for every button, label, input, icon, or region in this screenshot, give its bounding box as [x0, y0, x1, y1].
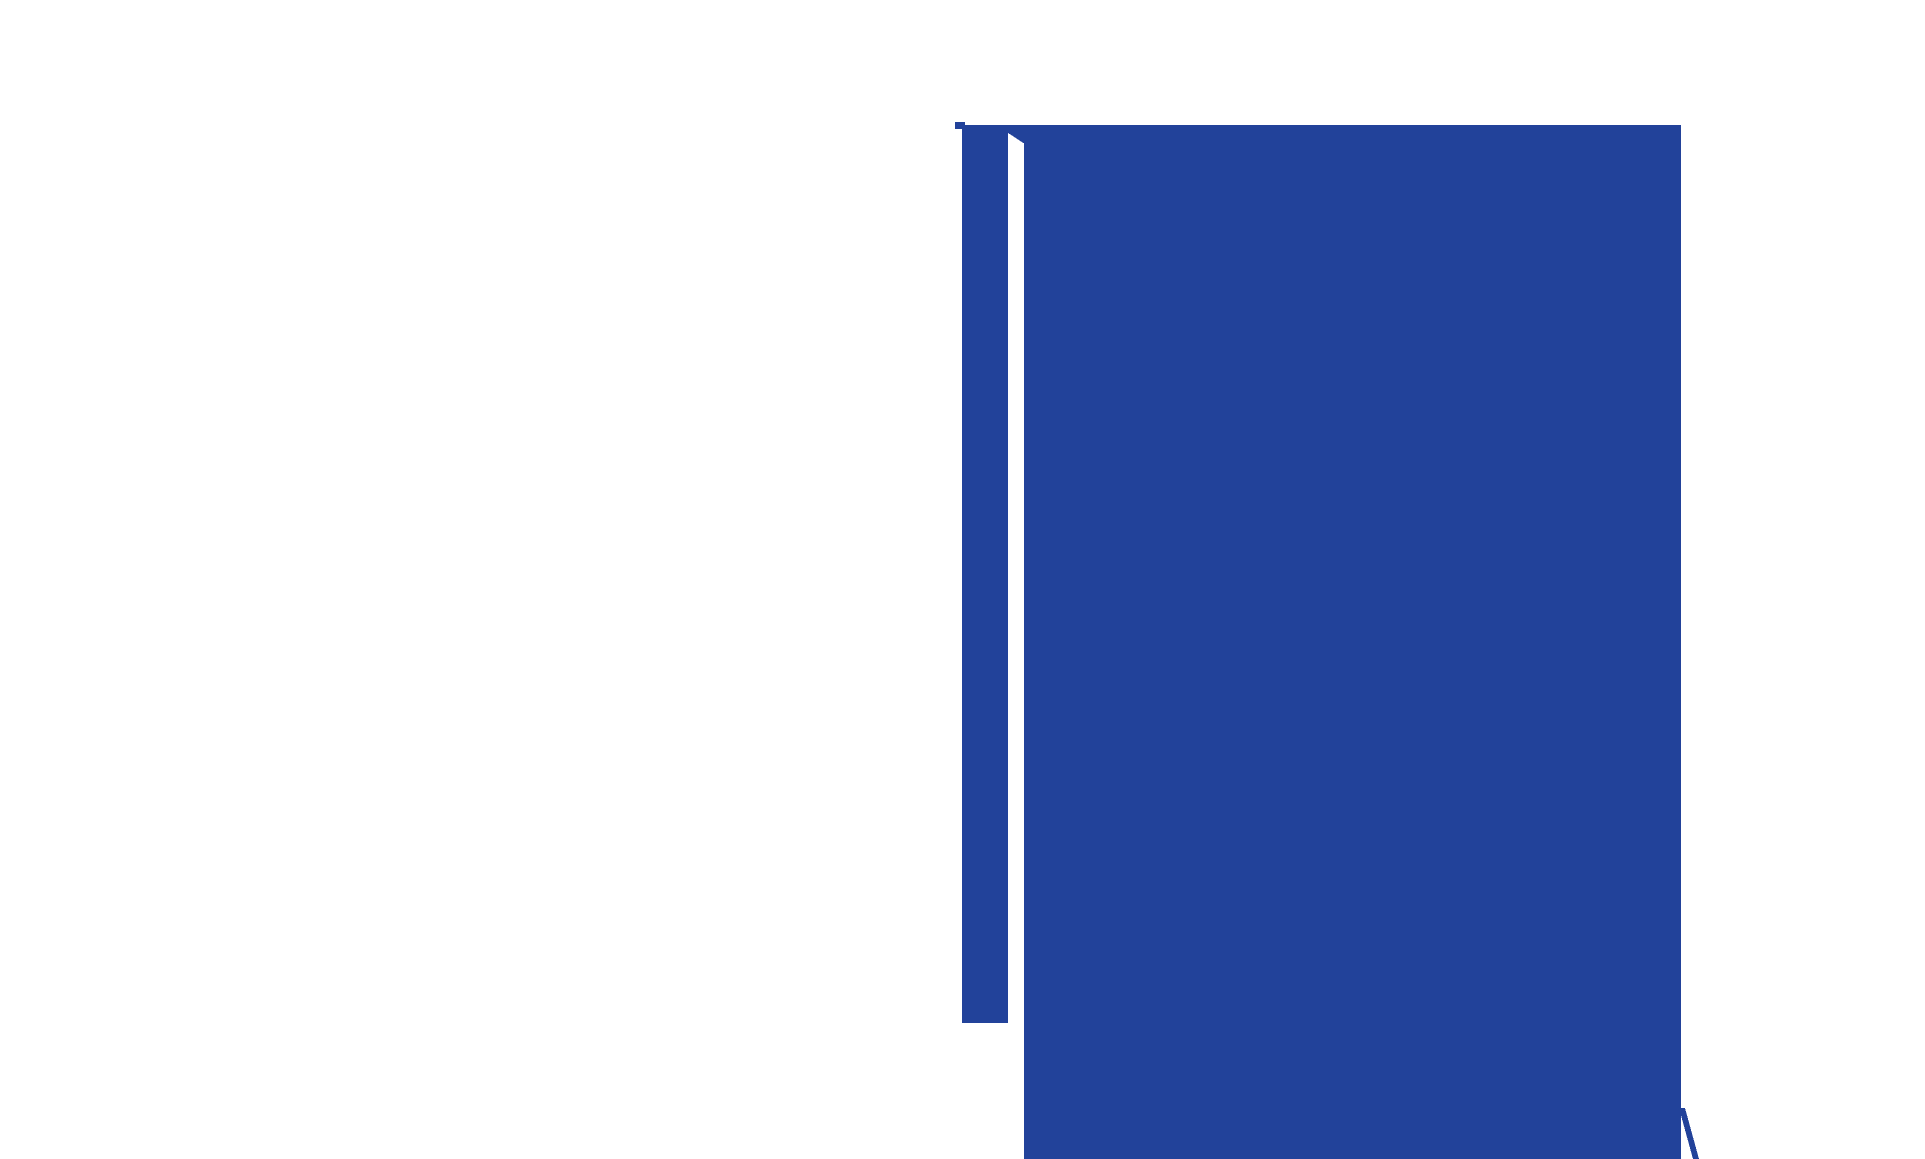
- glyph-top-diagonal-joint: [1005, 125, 1028, 146]
- glyph-shape-group: [955, 122, 1699, 1159]
- glyph-bottom-diagonal-tail: [1679, 1108, 1699, 1159]
- glyph-body-block: [1024, 125, 1681, 1159]
- glyph-left-stem: [962, 125, 1008, 1023]
- glyph-top-serif: [955, 122, 965, 129]
